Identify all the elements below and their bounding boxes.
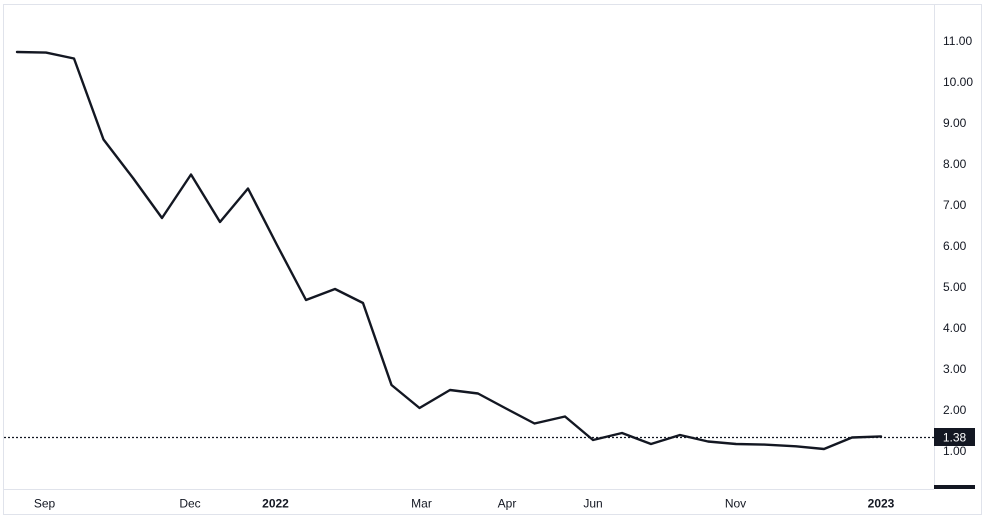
svg-text:2023: 2023: [868, 497, 895, 511]
svg-text:4.00: 4.00: [943, 321, 967, 335]
svg-text:2.00: 2.00: [943, 403, 967, 417]
svg-text:6.00: 6.00: [943, 239, 967, 253]
svg-text:1.38: 1.38: [943, 431, 967, 445]
svg-text:Apr: Apr: [498, 497, 517, 511]
svg-text:1.00: 1.00: [943, 444, 967, 458]
svg-text:7.00: 7.00: [943, 198, 967, 212]
svg-text:Nov: Nov: [725, 497, 746, 511]
svg-text:3.00: 3.00: [943, 362, 967, 376]
svg-text:2022: 2022: [262, 497, 289, 511]
svg-text:Dec: Dec: [179, 497, 200, 511]
svg-text:11.00: 11.00: [943, 34, 972, 48]
svg-text:Sep: Sep: [34, 497, 56, 511]
svg-text:Mar: Mar: [411, 497, 432, 511]
svg-text:9.00: 9.00: [943, 116, 967, 130]
svg-text:5.00: 5.00: [943, 280, 967, 294]
svg-text:8.00: 8.00: [943, 157, 967, 171]
svg-text:10.00: 10.00: [943, 75, 973, 89]
svg-text:Jun: Jun: [583, 497, 602, 511]
